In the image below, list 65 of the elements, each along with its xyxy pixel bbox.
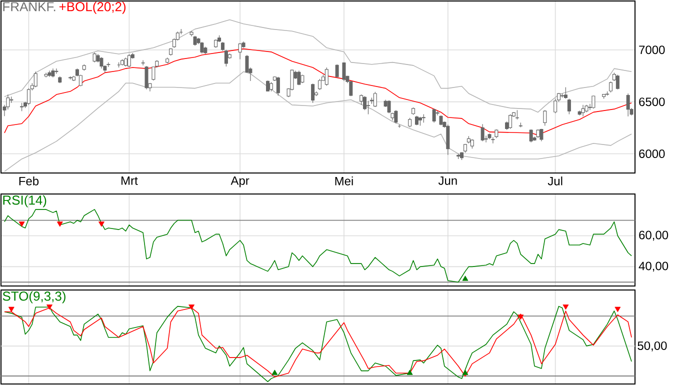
chart-title: FRANKF. [3,2,56,12]
candlestick [446,124,450,156]
candlestick [238,42,242,60]
candlestick [366,100,370,115]
candlestick [297,70,301,86]
candlestick [34,71,38,88]
series-label: RSI(14) [3,195,46,208]
series-label: STO(9,3,3) [2,291,66,304]
candlestick [408,118,412,128]
x-tick-label: Mrt [122,176,138,185]
x-tick-label: Apr [230,176,250,188]
point [562,304,569,310]
candlestick [127,54,131,68]
candlestick [100,56,104,69]
candlestick [318,78,322,90]
candlestick [543,110,547,126]
candlestick [592,95,596,109]
candlestick [54,68,58,74]
candlestick [387,100,391,114]
candlestick [564,86,568,99]
text: +BOL(20;2) [59,2,126,14]
line-series [4,19,632,113]
candlestick [141,60,145,66]
candlestick [394,110,398,124]
x-tick-label: Feb [19,176,39,186]
candlestick [540,128,544,142]
candlestick [276,76,280,96]
x-tick-label: Jul [548,176,562,186]
candlestick [193,36,197,46]
candlestick [144,66,148,90]
candlestick [609,81,613,93]
candlestick [508,114,512,130]
y-tick-label: 40,00 [638,262,668,272]
point [518,314,524,320]
candlestick [529,129,533,143]
point [462,370,468,375]
y-tick-label: 60,00 [639,230,668,241]
candlestick [480,124,484,142]
point [188,304,195,310]
x-tick-label: Jun [438,176,457,185]
y-tick-label: 6000 [639,150,665,158]
candlestick [616,74,620,90]
candlestick [373,92,377,108]
candlestick [491,136,495,144]
candlestick [432,108,436,123]
candlestick [626,93,630,117]
point [406,370,413,375]
candlestick [311,83,315,104]
candlestick [269,82,273,92]
candlestick [335,64,339,78]
point [272,370,278,375]
y-tick-label: 6500 [639,98,665,106]
candlestick [266,80,270,92]
point [46,304,52,310]
candlestick [470,138,474,149]
text: 50,00 [638,341,667,352]
y-tick-label: 7000 [639,46,665,54]
candlestick [567,98,571,115]
x-tick-label: Mei [335,176,353,186]
candlestick [200,42,204,54]
candlestick [363,96,367,110]
candlestick [342,62,346,82]
point [614,306,621,312]
candlestick [324,67,328,86]
candlestick [44,72,48,78]
